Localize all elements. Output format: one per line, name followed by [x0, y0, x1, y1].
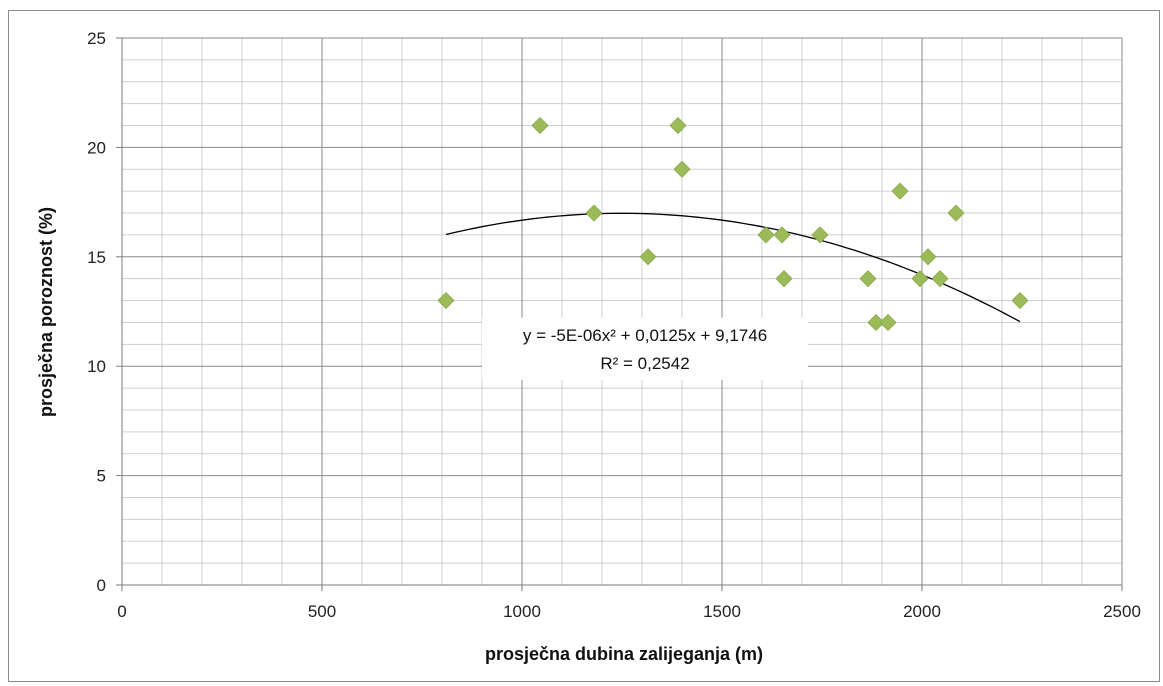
- major-gridlines: [121, 37, 1123, 586]
- x-tick-label: 1000: [503, 602, 541, 621]
- data-point: [773, 226, 791, 244]
- trendline: [445, 212, 1021, 323]
- trendline-curve: [445, 212, 1021, 323]
- data-point: [673, 160, 691, 178]
- axes: [116, 37, 1123, 591]
- trendline-equation: y = -5E-06x² + 0,0125x + 9,1746: [523, 326, 767, 345]
- data-point: [891, 182, 909, 200]
- x-tick-label: 1500: [703, 602, 741, 621]
- y-tick-label: 0: [97, 576, 106, 595]
- data-point: [1011, 291, 1029, 310]
- data-point: [531, 116, 549, 135]
- data-point: [879, 313, 897, 332]
- data-point: [639, 248, 657, 266]
- y-tick-label: 25: [87, 29, 106, 48]
- y-tick-label: 20: [87, 138, 106, 157]
- y-tick-label: 5: [97, 467, 106, 486]
- equation-background: [482, 318, 808, 380]
- x-tick-label: 2000: [903, 602, 941, 621]
- data-point: [757, 226, 775, 244]
- x-tick-labels: 0 500 1000 1500 2000 2500: [117, 602, 1141, 621]
- data-point: [859, 270, 877, 288]
- x-tick-label: 2500: [1103, 602, 1141, 621]
- data-point: [669, 116, 687, 135]
- y-tick-label: 15: [87, 248, 106, 267]
- data-point: [437, 291, 455, 310]
- data-points: [437, 116, 1029, 332]
- y-tick-labels: 0 5 10 15 20 25: [87, 29, 106, 595]
- r-squared-label: R² = 0,2542: [600, 354, 689, 373]
- data-point: [911, 270, 929, 288]
- trendline-equation-box: y = -5E-06x² + 0,0125x + 9,1746 R² = 0,2…: [482, 318, 808, 380]
- data-point: [585, 204, 603, 222]
- y-axis-title: prosječna poroznost (%): [36, 207, 56, 417]
- minor-gridlines: [122, 38, 1122, 585]
- data-point: [947, 204, 965, 222]
- y-tick-label: 10: [87, 357, 106, 376]
- data-point: [811, 226, 829, 244]
- x-axis-title: prosječna dubina zalijeganja (m): [485, 644, 763, 664]
- x-tick-label: 500: [308, 602, 336, 621]
- data-point: [931, 270, 949, 288]
- data-point: [867, 313, 885, 332]
- data-point: [775, 270, 793, 288]
- x-tick-label: 0: [117, 602, 126, 621]
- data-point: [919, 248, 937, 266]
